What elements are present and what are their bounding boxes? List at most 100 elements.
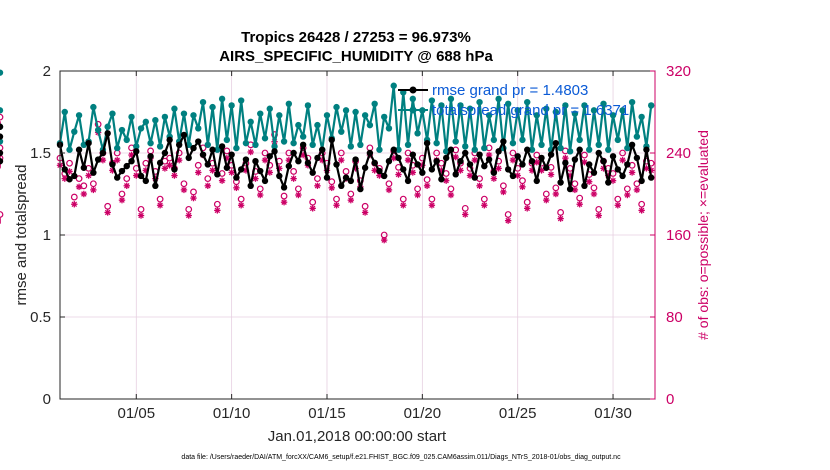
obs-evaluated-point [237, 202, 245, 209]
rmse-point [380, 172, 388, 180]
asterisk-stroke [629, 169, 635, 176]
asterisk-stroke [414, 192, 421, 198]
rmse-point [433, 158, 440, 165]
totalspread-point [433, 139, 440, 147]
asterisk-stroke [548, 171, 554, 178]
rmse-point [61, 166, 68, 173]
totalspread-point [0, 107, 4, 114]
y-tick-label: 0.5 [30, 309, 51, 326]
obs-evaluated-point [185, 212, 192, 219]
totalspread-point [180, 110, 188, 117]
obs-evaluated-point [156, 202, 164, 209]
rmse-point [80, 164, 88, 171]
obs-evaluated-point [99, 156, 107, 164]
totalspread-point [323, 112, 331, 119]
obs-evaluated-point [557, 215, 564, 222]
totalspread-point [114, 144, 121, 152]
rmse-point [466, 161, 474, 168]
legend: rmse grand pr = 1.4803 totalspread grand… [398, 82, 629, 119]
totalspread-point [528, 146, 536, 153]
asterisk-stroke [190, 195, 197, 201]
obs-evaluated-point [447, 191, 455, 199]
totalspread-point [414, 130, 421, 137]
totalspread-point [228, 102, 235, 109]
rmse-point [390, 146, 397, 153]
totalspread-point [271, 143, 278, 150]
obs-evaluated-point [395, 171, 402, 178]
totalspread-point [261, 135, 269, 142]
asterisk-stroke [171, 172, 178, 179]
obs-possible-point [557, 209, 565, 216]
obs-possible-point [0, 113, 4, 121]
obs-evaluated-point [457, 167, 464, 174]
totalspread-point [371, 100, 378, 108]
obs-evaluated-point [428, 202, 436, 209]
rmse-point [280, 184, 288, 191]
asterisk-stroke [71, 201, 78, 208]
y-right-tick-label: 160 [666, 227, 691, 244]
totalspread-point [647, 102, 655, 109]
asterisk-stroke [457, 167, 464, 174]
rmse-point [195, 138, 202, 145]
rmse-point [342, 174, 350, 181]
asterisk-stroke [328, 185, 335, 191]
totalspread-point [633, 133, 641, 140]
obs-evaluated-point [247, 148, 254, 156]
totalspread-point [462, 143, 469, 150]
obs-possible-point [190, 188, 197, 196]
asterisk-stroke [362, 209, 368, 216]
asterisk-stroke [81, 191, 87, 197]
totalspread-point [161, 113, 169, 121]
totalspread-point [347, 143, 355, 150]
totalspread-point [204, 141, 211, 148]
obs-evaluated-point [171, 172, 178, 179]
obs-possible-point [185, 205, 193, 213]
obs-possible-point [104, 202, 112, 210]
obs-evaluated-point [175, 156, 183, 164]
rmse-point [409, 151, 417, 158]
totalspread-point [471, 146, 478, 153]
rmse-point [490, 169, 498, 176]
totalspread-point [218, 95, 226, 103]
asterisk-stroke [228, 169, 235, 176]
totalspread-point [609, 112, 617, 119]
obs-evaluated-point [481, 202, 488, 209]
rmse-point [0, 158, 4, 165]
rmse-point [114, 174, 121, 181]
rmse-point [247, 182, 254, 189]
obs-evaluated-point [628, 169, 636, 176]
asterisk-stroke [257, 192, 263, 198]
obs-evaluated-point [452, 153, 459, 161]
rmse-point [481, 162, 488, 170]
totalspread-point [638, 113, 645, 121]
totalspread-point [104, 123, 111, 130]
data-layer [0, 69, 655, 244]
rmse-point [571, 156, 579, 163]
totalspread-point [504, 100, 512, 108]
obs-evaluated-point [61, 175, 68, 182]
rmse-point [257, 167, 264, 175]
obs-evaluated-point [252, 175, 259, 182]
asterisk-stroke [543, 197, 550, 203]
obs-possible-point [342, 168, 350, 175]
chart-title: Tropics 26428 / 27253 = 96.973% [241, 29, 471, 46]
obs-possible-point [213, 200, 221, 208]
rmse-point [533, 177, 540, 185]
obs-evaluated-point [328, 184, 335, 192]
rmse-point [419, 169, 426, 176]
totalspread-point [562, 102, 569, 109]
totalspread-point [605, 146, 612, 153]
rmse-point [514, 153, 521, 160]
totalspread-point [543, 105, 550, 112]
totalspread-point [576, 136, 583, 144]
asterisk-stroke [133, 172, 140, 179]
totalspread-point [404, 141, 412, 148]
rmse-point [299, 141, 307, 148]
legend-marker-totalspread [409, 106, 417, 114]
obs-evaluated-point [514, 172, 521, 179]
y-right-tick-label: 0 [666, 391, 674, 408]
totalspread-point [118, 126, 126, 134]
y-right-tick-label: 80 [666, 309, 683, 326]
asterisk-stroke [123, 183, 130, 189]
rmse-point [619, 172, 626, 180]
